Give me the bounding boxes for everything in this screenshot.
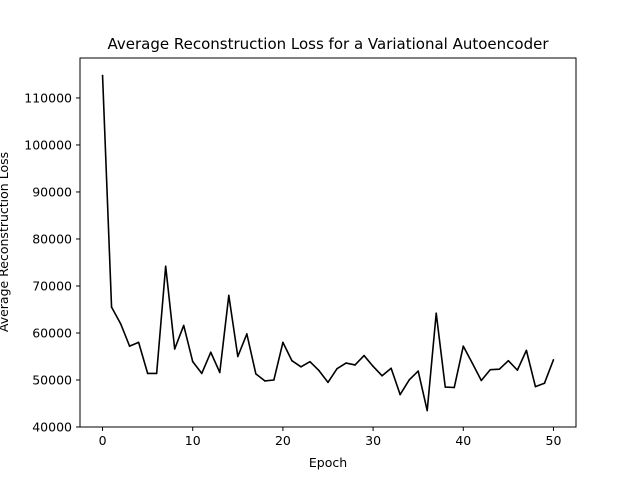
data-point bbox=[453, 386, 456, 389]
data-point bbox=[300, 366, 302, 368]
plot-frame bbox=[79, 57, 577, 428]
data-point bbox=[128, 345, 131, 347]
data-point bbox=[228, 294, 230, 297]
data-point bbox=[354, 364, 356, 366]
data-point bbox=[552, 358, 555, 361]
data-point bbox=[426, 409, 429, 412]
data-point bbox=[444, 386, 447, 388]
data-point bbox=[164, 265, 167, 268]
data-point bbox=[137, 341, 140, 344]
axis-ticks: 0 10 20 30 40 50 40000 50000 60000 70000 80000 9000… bbox=[24, 90, 561, 448]
y-tick-label: 50000 bbox=[32, 372, 72, 387]
y-tick-label: 40000 bbox=[32, 420, 72, 435]
data-point bbox=[336, 367, 338, 370]
x-tick-label: 10 bbox=[185, 433, 201, 448]
data-point bbox=[200, 372, 203, 375]
data-point bbox=[327, 381, 329, 384]
data-point bbox=[255, 373, 257, 375]
data-point bbox=[273, 379, 275, 381]
y-tick-label: 70000 bbox=[32, 278, 72, 293]
data-point bbox=[173, 348, 176, 350]
data-point bbox=[101, 74, 104, 77]
y-tick-label: 60000 bbox=[32, 325, 72, 340]
data-point bbox=[318, 369, 320, 372]
x-tick-label: 40 bbox=[455, 433, 471, 448]
data-point bbox=[119, 322, 122, 325]
data-point bbox=[408, 379, 410, 381]
data-point bbox=[516, 369, 519, 371]
y-tick-label: 90000 bbox=[32, 184, 72, 199]
data-point bbox=[471, 362, 474, 364]
x-tick-label: 20 bbox=[275, 433, 291, 448]
y-tick-label: 80000 bbox=[32, 231, 72, 246]
data-point bbox=[146, 372, 149, 375]
data-point bbox=[182, 324, 185, 327]
chart-title: Average Reconstruction Loss for a Variat… bbox=[108, 35, 550, 53]
data-point bbox=[534, 385, 537, 388]
data-point bbox=[489, 368, 492, 371]
x-tick-label: 50 bbox=[546, 433, 562, 448]
data-point bbox=[309, 360, 311, 363]
data-point bbox=[498, 368, 501, 370]
data-point bbox=[507, 359, 510, 362]
data-point bbox=[381, 374, 383, 377]
data-point bbox=[282, 341, 284, 344]
data-point bbox=[155, 372, 158, 375]
x-axis-label: Epoch bbox=[309, 455, 347, 470]
data-point bbox=[543, 382, 546, 385]
x-tick-label: 0 bbox=[99, 433, 107, 448]
series-layer bbox=[101, 74, 555, 412]
data-point bbox=[209, 351, 212, 354]
data-point bbox=[390, 367, 392, 370]
data-point bbox=[525, 349, 528, 352]
data-point bbox=[435, 312, 438, 315]
y-tick-label: 100000 bbox=[24, 137, 72, 152]
data-point bbox=[363, 354, 365, 357]
data-point bbox=[191, 360, 194, 363]
data-point bbox=[246, 333, 248, 335]
data-point bbox=[480, 379, 483, 382]
data-point bbox=[110, 306, 113, 308]
y-axis-label: Average Reconstruction Loss bbox=[0, 152, 11, 332]
y-tick-label: 110000 bbox=[24, 90, 72, 105]
data-point bbox=[462, 345, 465, 347]
data-point bbox=[399, 393, 401, 396]
data-point bbox=[417, 370, 419, 372]
data-point bbox=[345, 362, 347, 364]
x-tick-label: 30 bbox=[365, 433, 381, 448]
data-point bbox=[291, 359, 293, 362]
data-point bbox=[237, 355, 239, 358]
data-point bbox=[218, 371, 221, 374]
data-point bbox=[264, 380, 266, 382]
data-point bbox=[372, 365, 374, 368]
